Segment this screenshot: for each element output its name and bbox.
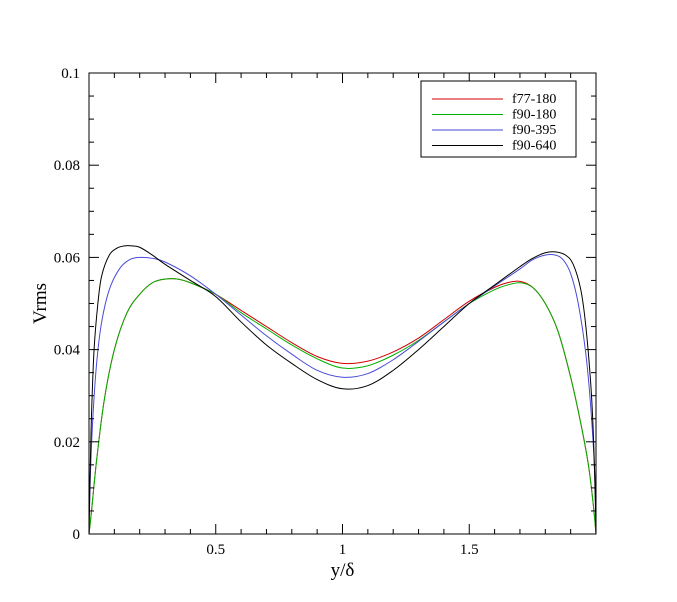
ticks-layer: [89, 73, 596, 534]
y-tick-label: 0.02: [54, 435, 80, 451]
x-tick-label: 1: [339, 542, 347, 558]
y-tick-label: 0.06: [54, 250, 81, 266]
legend-label-f90-640: f90-640: [512, 139, 556, 154]
legend-label-f77-180: f77-180: [512, 92, 556, 107]
y-tick-label: 0.04: [54, 343, 81, 359]
legend-label-f90-395: f90-395: [512, 123, 556, 138]
series-line-f90-395: [88, 254, 597, 535]
y-tick-label: 0: [73, 527, 81, 543]
series-line-f77-180: [88, 278, 597, 535]
legend-label-f90-180: f90-180: [512, 108, 556, 123]
x-axis-title: y/δ: [331, 560, 355, 581]
x-tick-label: 0.5: [206, 542, 225, 558]
x-tick-label: 1.5: [460, 542, 479, 558]
series-line-f90-640: [88, 245, 597, 535]
y-tick-label: 0.1: [61, 66, 80, 82]
labels-layer: 0.5 1 1.5 0 0.02 0.04 0.06 0.08 0.1: [54, 66, 479, 558]
y-tick-label: 0.08: [54, 158, 80, 174]
legend-box: [420, 80, 577, 158]
y-axis-title: Vrms: [30, 283, 51, 324]
series-line-f90-180: [88, 278, 597, 535]
series-layer: [88, 245, 597, 535]
